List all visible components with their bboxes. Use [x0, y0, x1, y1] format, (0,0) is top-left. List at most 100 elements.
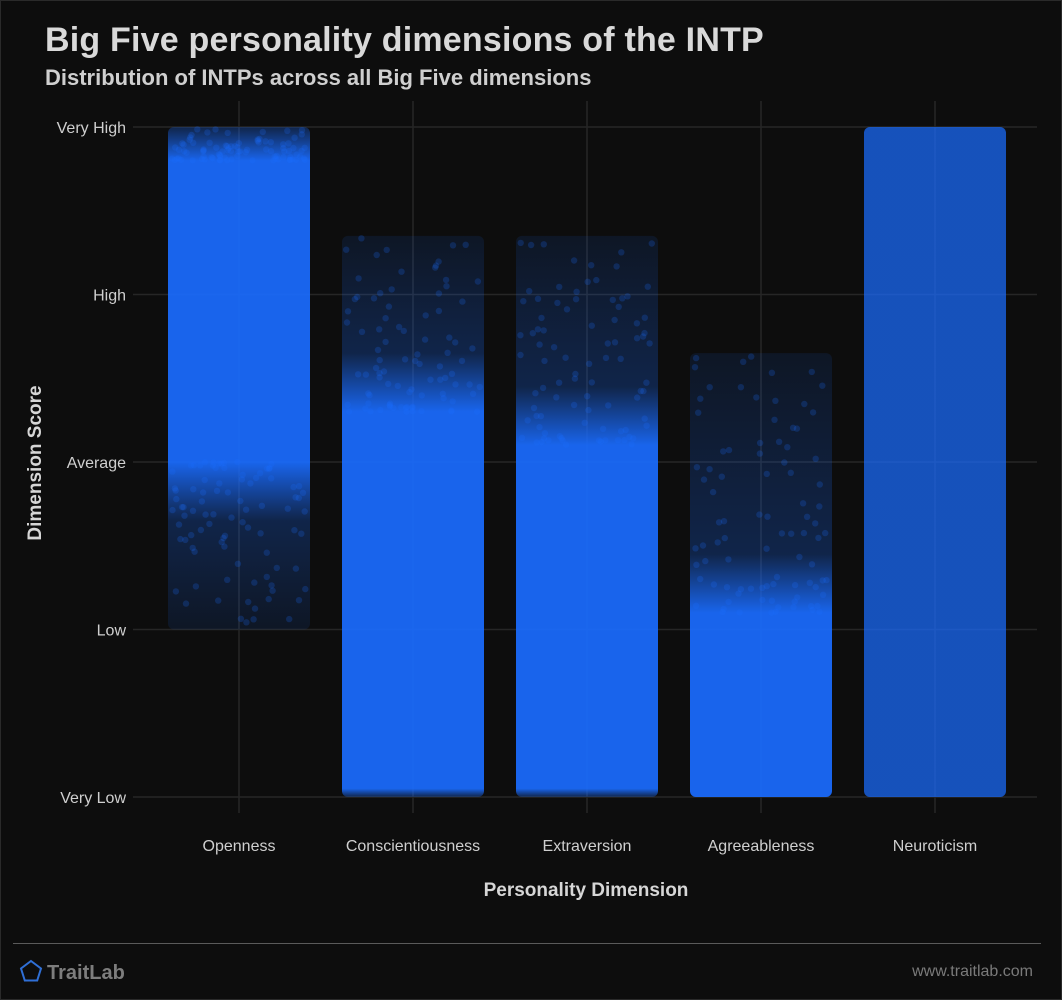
- scatter-point: [178, 503, 186, 511]
- scatter-point: [198, 498, 206, 505]
- scatter-point: [808, 561, 816, 568]
- scatter-point: [173, 495, 180, 503]
- scatter-point: [720, 605, 727, 613]
- scatter-point: [814, 602, 821, 610]
- scatter-point: [602, 437, 609, 444]
- scatter-point: [406, 389, 413, 396]
- scatter-point: [409, 407, 416, 415]
- scatter-point: [540, 241, 547, 248]
- scatter-point: [641, 314, 648, 321]
- scatter-point: [626, 433, 633, 441]
- scatter-point: [630, 435, 637, 442]
- scatter-point: [789, 424, 797, 431]
- scatter-point: [228, 514, 235, 521]
- scatter-point: [476, 383, 483, 391]
- scatter-point: [188, 531, 195, 539]
- distribution-chart: Very Low Low Average High Very High Openness…: [25, 101, 1037, 901]
- pentagon-logo-icon: [19, 959, 43, 988]
- scatter-point: [748, 353, 755, 360]
- scatter-point: [695, 409, 702, 416]
- scatter-point: [385, 303, 393, 310]
- scatter-point: [823, 576, 830, 584]
- scatter-point: [204, 129, 211, 136]
- scatter-point: [617, 355, 624, 362]
- scatter-point: [201, 156, 208, 163]
- scatter-point: [292, 494, 299, 501]
- scatter-point: [244, 524, 252, 531]
- scatter-point: [759, 584, 766, 591]
- scatter-point: [377, 406, 384, 414]
- scatter-point: [266, 465, 273, 472]
- scatter-point: [538, 439, 545, 446]
- scatter-point: [435, 258, 442, 265]
- scatter-point: [633, 320, 641, 327]
- scatter-point: [618, 249, 625, 256]
- scatter-point: [473, 408, 481, 415]
- scatter-point: [243, 146, 251, 153]
- scatter-point: [269, 587, 276, 594]
- scatter-point: [714, 539, 721, 546]
- scatter-point: [227, 147, 235, 155]
- scatter-point: [259, 128, 266, 136]
- scatter-point: [234, 144, 241, 151]
- scatter-point: [251, 579, 258, 586]
- scatter-point: [550, 344, 558, 351]
- scatter-point: [442, 374, 449, 382]
- scatter-point: [624, 293, 631, 300]
- scatter-point: [584, 393, 591, 400]
- scatter-point: [517, 239, 524, 247]
- scatter-point: [588, 379, 595, 386]
- scatter-point: [718, 473, 725, 480]
- scatter-point: [180, 148, 188, 155]
- scatter-point: [812, 455, 819, 462]
- scatter-point: [180, 141, 187, 148]
- scatter-point: [188, 131, 195, 139]
- scatter-point: [382, 315, 389, 322]
- scatter-point: [403, 403, 410, 411]
- scatter-point: [284, 505, 291, 512]
- scatter-point: [286, 615, 293, 623]
- scatter-point: [533, 412, 540, 420]
- scatter-point: [218, 538, 225, 546]
- scatter-point: [243, 619, 250, 626]
- scatter-point: [263, 146, 270, 153]
- scatter-point: [228, 156, 235, 163]
- scatter-point: [187, 462, 195, 469]
- scatter-point: [255, 139, 262, 146]
- scatter-point: [394, 382, 401, 390]
- scatter-point: [538, 314, 545, 322]
- scatter-point: [693, 464, 701, 471]
- scatter-point: [529, 330, 536, 337]
- scatter-point: [168, 155, 176, 162]
- footer-divider: [13, 943, 1041, 944]
- chart-title: Big Five personality dimensions of the I…: [45, 21, 764, 59]
- scatter-point: [344, 308, 352, 315]
- scatter-point: [189, 507, 197, 514]
- scatter-point: [763, 583, 770, 590]
- scatter-point: [558, 435, 565, 442]
- scatter-point: [235, 148, 242, 155]
- y-tick-label: Average: [67, 455, 126, 472]
- scatter-point: [697, 395, 704, 402]
- scatter-point: [390, 404, 397, 412]
- site-url: www.traitlab.com: [912, 963, 1033, 980]
- scatter-point: [343, 246, 350, 253]
- scatter-point: [800, 529, 808, 537]
- scatter-point: [213, 487, 221, 495]
- scatter-point: [444, 349, 451, 356]
- scatter-point: [198, 155, 206, 163]
- scatter-point: [189, 157, 196, 164]
- scatter-point: [466, 381, 473, 388]
- scatter-point: [200, 147, 207, 154]
- scatter-point: [555, 379, 563, 386]
- scatter-point: [581, 419, 588, 426]
- scatter-point: [257, 530, 264, 537]
- scatter-point: [812, 520, 819, 527]
- scatter-point: [200, 146, 207, 153]
- scatter-point: [197, 526, 205, 534]
- y-tick-labels: Very Low Low Average High Very High: [57, 120, 127, 807]
- scatter-point: [220, 534, 227, 542]
- scatter-point: [770, 580, 777, 588]
- scatter-point: [358, 235, 365, 242]
- scatter-point: [643, 379, 650, 386]
